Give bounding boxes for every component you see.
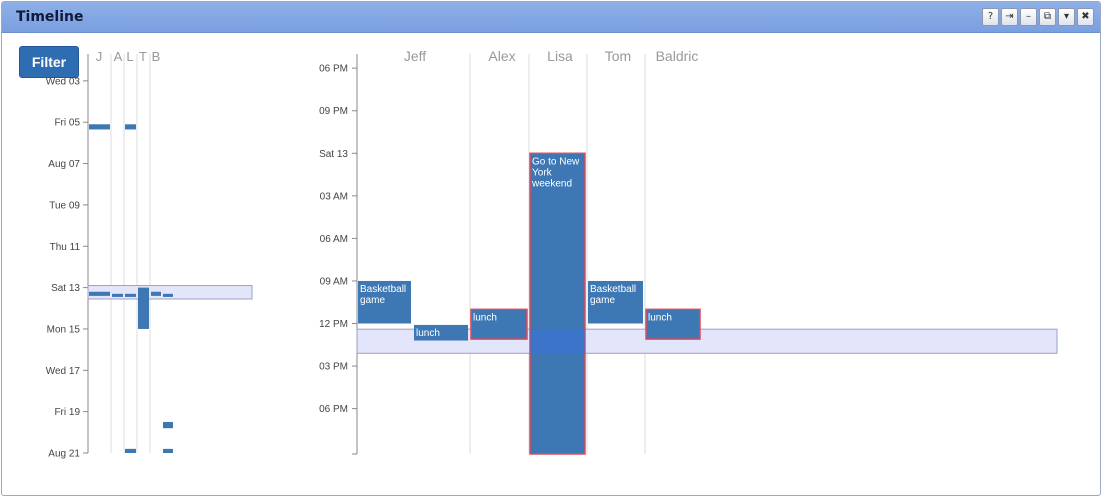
detail-event-label: Basketball game: [360, 284, 406, 306]
help-button[interactable]: ?: [982, 8, 999, 26]
overview-tick-label: Aug 07: [48, 159, 80, 170]
overview-selection-brush[interactable]: [87, 285, 253, 300]
overview-event-mark[interactable]: [125, 293, 136, 297]
minimize-button[interactable]: –: [1020, 8, 1037, 26]
detail-person-label: Tom: [605, 48, 631, 64]
overview-column-label: J: [96, 49, 103, 64]
detail-tick-label: Sat 13: [319, 149, 348, 160]
window-titlebar[interactable]: Timeline ? ⇥ – ⧉ ▾ ✖: [2, 2, 1100, 33]
detail-tick-label: 06 PM: [319, 64, 348, 75]
overview-column-label: L: [126, 49, 133, 64]
close-button[interactable]: ✖: [1077, 8, 1094, 26]
overview-tick-label: Fri 19: [54, 407, 80, 418]
collapse-button[interactable]: ▾: [1058, 8, 1075, 26]
detail-event-label: lunch: [473, 312, 497, 323]
detail-event-block[interactable]: [529, 152, 586, 455]
overview-event-mark[interactable]: [163, 293, 173, 297]
detail-tick-label: 12 PM: [319, 319, 348, 330]
overview-column-label: A: [114, 49, 123, 64]
detail-event-block[interactable]: [588, 280, 643, 324]
detail-person-label: Jeff: [404, 48, 426, 64]
overview-event-mark[interactable]: [89, 291, 110, 296]
detail-event-label: Go to New York weekend: [531, 156, 580, 189]
overview-event-mark[interactable]: [163, 448, 173, 453]
overview-event-mark[interactable]: [125, 124, 136, 130]
overview-event-mark[interactable]: [112, 293, 123, 297]
overview-event-mark[interactable]: [125, 448, 136, 453]
overview-tick-label: Wed 03: [46, 76, 81, 87]
detail-event-block[interactable]: [645, 308, 701, 340]
detail-event[interactable]: lunch: [470, 308, 528, 340]
detail-event[interactable]: Go to New York weekend: [529, 152, 586, 455]
popout-button[interactable]: ⧉: [1039, 8, 1056, 26]
overview-tick-label: Fri 05: [54, 118, 80, 129]
detail-selection-band[interactable]: [356, 328, 1058, 354]
overview-event-mark[interactable]: [163, 421, 173, 429]
overview-event-mark[interactable]: [138, 287, 149, 329]
detail-person-label: Baldric: [656, 48, 699, 64]
overview-tick-label: Sat 13: [51, 283, 80, 294]
detail-event-label: Basketball game: [590, 284, 636, 306]
overview-event-mark[interactable]: [89, 124, 110, 130]
detail-event-label: lunch: [648, 312, 672, 323]
detail-event-block[interactable]: [414, 324, 468, 341]
filter-button[interactable]: Filter: [19, 46, 79, 78]
detail-selection-overlay: [530, 329, 585, 354]
detail-tick-label: 03 AM: [320, 191, 348, 202]
detail-event-block[interactable]: [358, 280, 411, 324]
detail-tick-label: 09 AM: [320, 276, 348, 287]
detail-event-block[interactable]: [470, 308, 528, 340]
detail-tick-label: 09 PM: [319, 106, 348, 117]
detail-event[interactable]: lunch: [645, 308, 701, 340]
detail-event-label: lunch: [416, 328, 440, 339]
detail-tick-label: 03 PM: [319, 362, 348, 373]
overview-tick-label: Wed 17: [46, 366, 81, 377]
overview-tick-label: Tue 09: [49, 200, 80, 211]
detail-tick-label: 06 PM: [319, 404, 348, 415]
overview-column-label: T: [139, 49, 147, 64]
pin-button[interactable]: ⇥: [1001, 8, 1018, 26]
overview-event-mark[interactable]: [151, 291, 161, 296]
detail-event[interactable]: Basketball game: [358, 280, 411, 324]
detail-person-label: Alex: [488, 48, 515, 64]
detail-person-label: Lisa: [547, 48, 573, 64]
detail-event[interactable]: lunch: [414, 324, 468, 341]
detail-tick-label: 06 AM: [320, 234, 348, 245]
overview-column-label: B: [152, 49, 161, 64]
overview-tick-label: Thu 11: [50, 242, 81, 253]
window-buttons: ? ⇥ – ⧉ ▾ ✖: [982, 8, 1094, 26]
detail-event[interactable]: Basketball game: [588, 280, 643, 324]
overview-tick-label: Mon 15: [47, 324, 81, 335]
window-title: Timeline: [16, 9, 84, 25]
overview-tick-label: Aug 21: [48, 449, 80, 460]
